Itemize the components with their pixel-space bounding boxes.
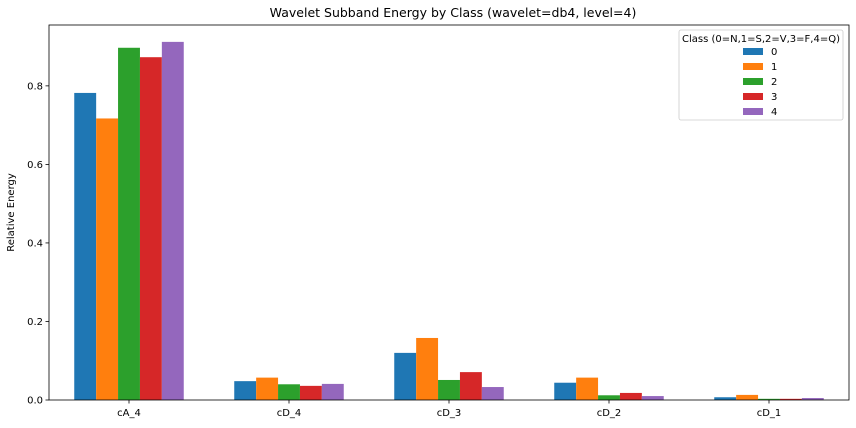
bar-cD_1-class-2 [758, 398, 780, 400]
bar-cD_2-class-4 [641, 396, 664, 400]
x-tick-label: cD_3 [437, 408, 462, 419]
bar-cD_3-class-3 [459, 372, 482, 400]
chart-title: Wavelet Subband Energy by Class (wavelet… [270, 5, 637, 20]
bar-cA_4-class-1 [96, 118, 119, 401]
axes-layer: 0.0 0.2 0.4 0.6 0.8 cA_4 cD_4 cD_3 cD_2 cD_1 [27, 24, 850, 419]
y-tick-label: 0.4 [27, 238, 43, 249]
legend-swatch-3 [743, 93, 763, 100]
legend-title: Class (0=N,1=S,2=V,3=F,4=Q) [682, 34, 840, 45]
x-tick-label: cD_4 [277, 408, 302, 419]
y-axis-label: Relative Energy [6, 173, 17, 252]
bar-cD_2-class-2 [598, 395, 620, 400]
bar-cD_4-class-3 [299, 385, 322, 400]
bar-cD_1-class-1 [736, 394, 759, 400]
bar-cD_4-class-1 [256, 377, 279, 400]
y-tick-label: 0.0 [27, 396, 43, 407]
bar-cA_4-class-2 [118, 47, 140, 401]
bar-cD_1-class-4 [801, 398, 824, 400]
legend: Class (0=N,1=S,2=V,3=F,4=Q) 0 1 2 3 4 [678, 29, 844, 121]
y-tick-label: 0.6 [27, 160, 43, 171]
bar-cD_4-class-0 [234, 381, 257, 400]
legend-label-2: 2 [771, 77, 777, 88]
legend-swatch-0 [743, 48, 763, 55]
bar-cD_3-class-0 [394, 352, 417, 400]
bar-cD_3-class-4 [481, 387, 504, 400]
bar-cD_2-class-1 [576, 377, 599, 400]
legend-label-0: 0 [771, 47, 777, 58]
bar-cD_4-class-4 [321, 383, 344, 400]
legend-swatch-2 [743, 78, 763, 85]
x-tick-label: cD_2 [597, 408, 622, 419]
bar-cA_4-class-0 [74, 92, 97, 401]
bar-cD_4-class-2 [278, 384, 300, 400]
legend-swatch-1 [743, 63, 763, 70]
bar-cD_3-class-2 [438, 379, 460, 400]
bars-layer [74, 41, 824, 401]
y-tick-label: 0.8 [27, 81, 43, 92]
legend-label-3: 3 [771, 92, 777, 103]
legend-swatch-4 [743, 108, 763, 115]
bar-cD_1-class-0 [714, 397, 737, 400]
legend-label-4: 4 [771, 107, 777, 118]
legend-label-1: 1 [771, 62, 777, 73]
bar-cD_3-class-1 [416, 337, 439, 400]
bar-cA_4-class-3 [139, 57, 162, 400]
x-tick-label: cD_1 [757, 408, 782, 419]
legend-box [678, 29, 844, 121]
y-tick-label: 0.2 [27, 317, 43, 328]
bar-cD_1-class-3 [779, 398, 802, 400]
bar-cA_4-class-4 [161, 41, 184, 400]
x-tick-label: cA_4 [117, 408, 141, 419]
bar-cD_2-class-0 [554, 382, 577, 400]
bar-cD_2-class-3 [619, 392, 642, 400]
